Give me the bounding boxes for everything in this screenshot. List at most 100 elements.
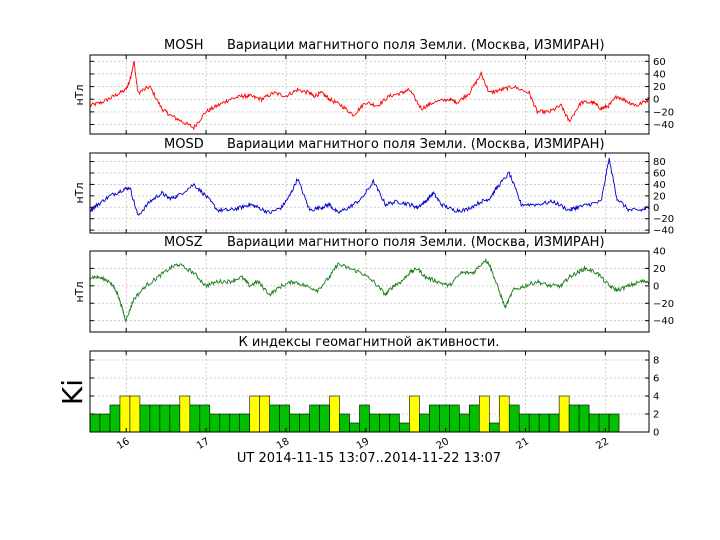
ki-bar xyxy=(129,395,141,433)
date-tick-labels: 16 17 18 19 20 21 22 xyxy=(115,436,611,452)
ki-bar xyxy=(259,395,270,433)
y-tick-label: −20 xyxy=(653,107,674,118)
ki-bar xyxy=(568,404,580,433)
ki-bar xyxy=(179,395,191,433)
ki-bar xyxy=(578,404,590,433)
ki-bar xyxy=(109,404,121,433)
ki-bar xyxy=(548,413,560,433)
y-tick-label: −40 xyxy=(653,316,674,327)
y-tick-label: 2 xyxy=(653,410,659,421)
y-tick-label: 40 xyxy=(653,247,666,258)
mosz-station-label: MOSZ xyxy=(164,235,203,250)
y-tick-label: 40 xyxy=(653,180,666,191)
ki-bar xyxy=(239,413,251,433)
y-tick-label: −40 xyxy=(653,120,674,131)
y-tick-label: 0 xyxy=(653,428,659,439)
ki-bar xyxy=(209,413,221,433)
mosd-grid xyxy=(90,153,649,233)
ki-bar xyxy=(379,413,390,433)
ki-bar xyxy=(159,404,171,433)
ki-bar xyxy=(369,413,380,433)
mosh-grid xyxy=(90,55,649,134)
y-tick-label: 20 xyxy=(653,82,666,93)
mosh-series-line xyxy=(89,61,650,131)
ki-bar xyxy=(459,413,470,433)
ki-bar xyxy=(439,404,450,433)
y-tick-label: 8 xyxy=(653,356,659,367)
mosz-panel: MOSZ Вариации магнитного поля Земли. (Мо… xyxy=(73,235,674,333)
ki-bar xyxy=(89,413,101,433)
mosz-series-line xyxy=(90,258,650,323)
ki-bars xyxy=(89,395,620,433)
ki-bar xyxy=(349,422,360,433)
mosd-station-label: MOSD xyxy=(164,137,204,152)
ki-bar xyxy=(409,395,420,433)
ki-bar xyxy=(399,422,410,433)
ki-bar xyxy=(99,413,111,433)
ki-title: К индексы геомагнитной активности. xyxy=(239,335,500,350)
ki-bar xyxy=(249,395,260,433)
ki-bar xyxy=(498,395,510,433)
ki-bar xyxy=(479,395,490,433)
ki-y-axis: 8 6 4 2 0 xyxy=(90,356,659,439)
y-tick-label: 40 xyxy=(653,69,666,80)
ki-panel: К индексы геомагнитной активности. Ki 8 6… xyxy=(56,335,659,452)
mosh-station-label: MOSH xyxy=(164,38,203,53)
mosz-grid xyxy=(90,250,649,332)
ki-bar xyxy=(229,413,241,433)
time-range-footer: UT 2014-11-15 13:07..2014-11-22 13:07 xyxy=(237,451,501,466)
x-tick-label: 21 xyxy=(514,436,531,452)
y-tick-label: 60 xyxy=(653,169,666,180)
ki-bar xyxy=(429,404,440,433)
ki-bar xyxy=(389,413,400,433)
ki-bar xyxy=(149,404,161,433)
y-tick-label: 20 xyxy=(653,191,666,202)
ki-ylabel: Ki xyxy=(56,379,89,405)
mosd-plot-frame xyxy=(89,152,650,234)
mosd-title: Вариации магнитного поля Земли. (Москва,… xyxy=(227,137,605,152)
ki-bar xyxy=(528,413,540,433)
ki-plot-frame xyxy=(89,350,650,433)
ki-bar xyxy=(269,404,280,433)
ki-bar xyxy=(119,395,131,433)
y-tick-label: −20 xyxy=(653,299,674,310)
mosz-title: Вариации магнитного поля Земли. (Москва,… xyxy=(227,235,605,250)
mosd-x-ticks xyxy=(125,153,606,233)
ki-x-ticks xyxy=(125,351,606,432)
y-tick-label: 60 xyxy=(653,57,666,68)
ki-bar xyxy=(189,404,201,433)
y-tick-label: −40 xyxy=(653,226,674,237)
ki-bar xyxy=(558,395,570,433)
ki-bar xyxy=(169,404,181,433)
y-tick-label: 0 xyxy=(653,203,659,214)
mosz-y-axis: 40 20 0 −20 −40 xyxy=(90,247,674,327)
mosd-series-line xyxy=(89,158,650,217)
ki-bar xyxy=(359,404,370,433)
ki-bar xyxy=(608,413,620,433)
ki-bar xyxy=(199,404,211,433)
mosz-x-ticks xyxy=(125,251,606,332)
x-tick-label: 16 xyxy=(115,436,132,452)
ki-bar xyxy=(139,404,151,433)
ki-bar xyxy=(279,404,290,433)
ki-bar xyxy=(289,413,300,433)
ki-bar xyxy=(488,422,500,433)
mosz-ylabel: нТл xyxy=(73,282,86,303)
y-tick-label: 20 xyxy=(653,264,666,275)
y-tick-label: 4 xyxy=(653,392,659,403)
ki-bar xyxy=(449,404,460,433)
ki-bar xyxy=(588,413,600,433)
x-tick-label: 22 xyxy=(594,436,611,452)
x-tick-label: 19 xyxy=(355,436,372,452)
mosd-ylabel: нТл xyxy=(73,183,86,204)
mosh-title: Вариации магнитного поля Земли. (Москва,… xyxy=(227,38,605,53)
ki-bar xyxy=(219,413,231,433)
mosh-ylabel: нТл xyxy=(73,85,86,106)
mosh-plot-frame xyxy=(89,54,650,135)
y-tick-label: 0 xyxy=(653,95,659,106)
mosd-panel: MOSD Вариации магнитного поля Земли. (Мо… xyxy=(73,137,674,237)
y-tick-label: 80 xyxy=(653,157,666,168)
